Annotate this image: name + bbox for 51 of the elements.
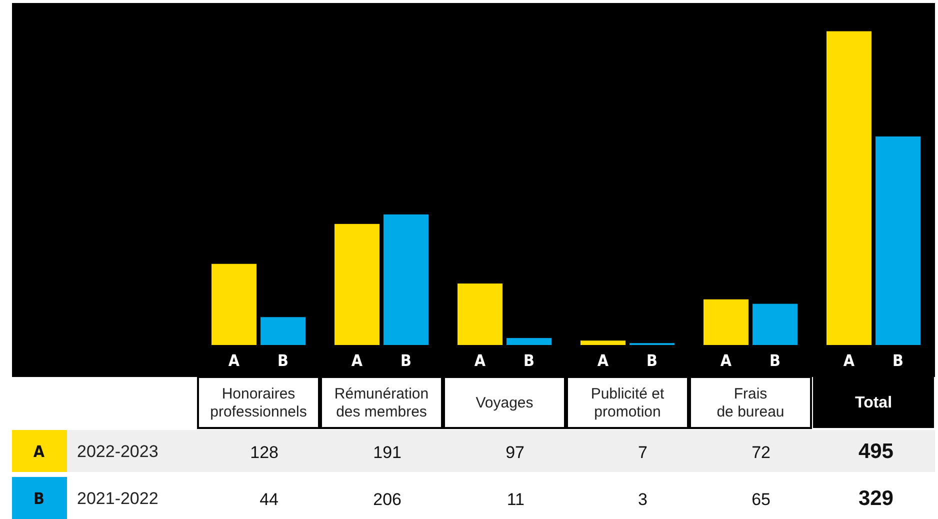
data-label: 3	[638, 490, 648, 509]
bar	[212, 264, 256, 345]
table-header-cell: Frais de bureau	[689, 376, 812, 429]
data-label: 128	[250, 443, 278, 462]
text: A	[597, 351, 609, 370]
text: A	[351, 351, 363, 370]
text: 2021-2022	[77, 489, 158, 508]
text: B	[770, 351, 780, 370]
data-label: 44	[260, 490, 278, 509]
data-label: 495	[858, 440, 894, 463]
text: B	[34, 489, 44, 508]
table-header-cell: Publicité et promotion	[566, 376, 689, 429]
data-label: 329	[858, 487, 894, 510]
bar	[260, 317, 306, 345]
bar	[580, 340, 626, 345]
text: A	[720, 351, 732, 370]
table-header-cell: Rémunération des membres	[320, 376, 443, 429]
bar	[458, 284, 502, 345]
x-tick-label: Frais de bureau	[716, 386, 784, 420]
data-label: 11	[506, 490, 524, 509]
data-label: 97	[506, 443, 524, 462]
text: 2022-2023	[77, 442, 158, 461]
series-label: B	[278, 351, 288, 370]
series-label: A	[228, 351, 240, 370]
text: A	[843, 351, 855, 370]
x-tick-label: Publicité et promotion	[590, 386, 666, 420]
text: B	[524, 351, 534, 370]
table-header-cell: Voyages	[443, 376, 566, 429]
table-header-cell: Total	[813, 377, 934, 428]
bar	[506, 338, 552, 345]
text: B	[892, 351, 904, 370]
x-tick-label: Honoraires professionnels	[210, 386, 307, 420]
data-label: 7	[638, 443, 648, 462]
bar	[384, 214, 428, 345]
bar	[876, 136, 920, 345]
data-label: 65	[752, 490, 770, 509]
table-header-cell: Honoraires professionnels	[197, 376, 320, 429]
bar	[704, 299, 748, 345]
x-tick-label: Rémunération des membres	[334, 386, 429, 420]
bar	[826, 31, 872, 345]
text: B	[400, 351, 412, 370]
text: A	[474, 351, 486, 370]
text: A	[33, 442, 45, 461]
data-label: 206	[373, 490, 402, 509]
x-tick-label: Voyages	[476, 394, 534, 412]
x-tick-label: Total	[854, 394, 892, 412]
bar	[752, 304, 798, 345]
bar	[334, 224, 380, 345]
text: B	[646, 351, 658, 370]
data-label: 72	[752, 443, 770, 462]
data-label: 191	[373, 443, 402, 462]
